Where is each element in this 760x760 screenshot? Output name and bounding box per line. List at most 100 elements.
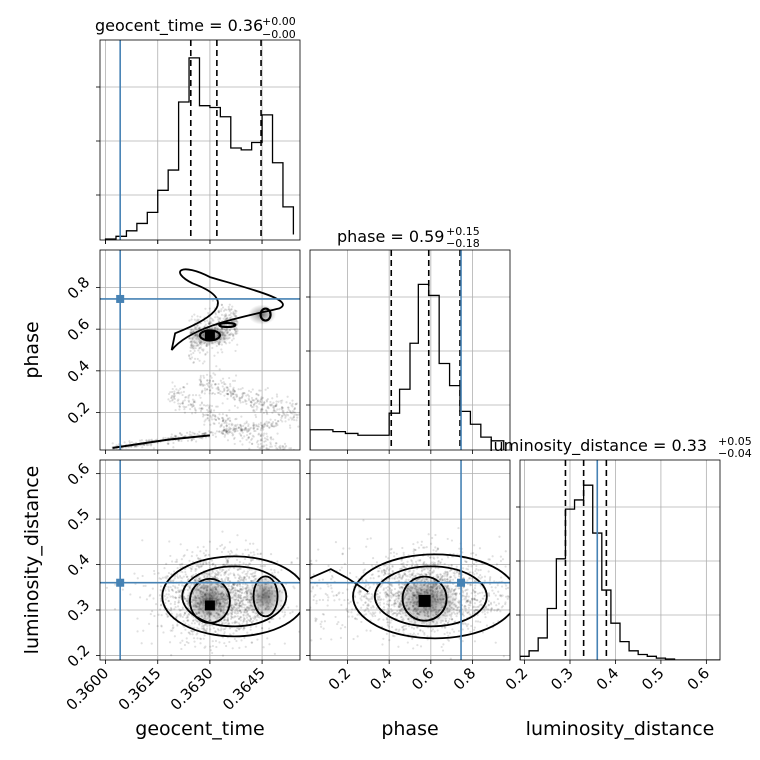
sample-point (206, 413, 209, 416)
sample-point (220, 308, 223, 311)
panel-phase-vs-luminosity-distance: 0.2 0.4 0.6 0.8 (306, 459, 511, 694)
sample-point (429, 569, 432, 572)
sample-point (252, 542, 255, 545)
sample-point (226, 417, 229, 420)
sample-point (390, 591, 393, 594)
sample-point (416, 626, 419, 629)
sample-point (247, 554, 250, 557)
sample-point (245, 616, 249, 619)
sample-point (286, 406, 290, 409)
sample-point (209, 411, 212, 414)
sample-point (471, 599, 474, 602)
sample-point (200, 436, 203, 440)
sample-point (275, 442, 278, 445)
sample-point (249, 616, 252, 620)
sample-point (225, 419, 228, 422)
sample-point (270, 404, 273, 407)
sample-point (360, 595, 363, 598)
sample-point (293, 587, 296, 590)
sample-point (204, 549, 208, 552)
sample-point (225, 318, 228, 321)
sample-point (477, 576, 480, 579)
sample-point (288, 402, 292, 405)
sample-point (248, 447, 251, 450)
sample-point (208, 573, 211, 576)
sample-point (497, 608, 500, 611)
sample-point (369, 597, 372, 601)
sample-point (219, 379, 222, 382)
sample-point (192, 400, 196, 403)
sample-point (169, 586, 172, 589)
sample-point (232, 389, 235, 392)
sample-point (382, 587, 386, 590)
sample-point (239, 426, 242, 429)
sample-point (227, 392, 230, 396)
sample-point (466, 611, 469, 614)
sample-point (429, 556, 432, 559)
sample-point (239, 423, 242, 427)
sample-point (228, 426, 231, 429)
sample-point (330, 638, 333, 641)
histogram-bar (273, 163, 283, 240)
sample-point (205, 627, 209, 630)
sample-point (479, 568, 482, 572)
sample-point (321, 598, 325, 602)
sample-point (263, 425, 266, 428)
sample-point (330, 574, 334, 577)
sample-point (385, 603, 388, 606)
sample-point (487, 604, 490, 607)
histogram-bar (439, 364, 449, 450)
sample-point (225, 413, 228, 417)
sample-point (246, 612, 249, 615)
sample-point (221, 563, 225, 566)
sample-point (193, 399, 196, 402)
sample-point (255, 393, 258, 396)
sample-point (221, 432, 224, 435)
sample-point (181, 608, 184, 611)
sample-point (232, 428, 235, 431)
sample-point (207, 385, 211, 389)
sample-point (196, 626, 199, 630)
sample-point (154, 603, 158, 606)
sample-point (238, 432, 241, 435)
sample-point (233, 610, 236, 613)
sample-point (249, 562, 252, 565)
sample-point (172, 446, 175, 449)
sample-point (204, 432, 207, 435)
sample-point (220, 431, 223, 435)
sample-point (220, 424, 223, 427)
sample-point (468, 600, 472, 603)
sample-point (202, 575, 206, 578)
sample-point (142, 629, 145, 632)
sample-point (283, 442, 287, 445)
sample-point (221, 416, 224, 420)
sample-point (178, 590, 181, 594)
sample-point (211, 569, 214, 573)
sample-point (376, 595, 379, 599)
sample-point (182, 386, 185, 389)
sample-point (171, 390, 174, 394)
title-luminosity-distance-main: luminosity_distance = 0.33 (489, 436, 707, 456)
sample-point (252, 616, 255, 619)
sample-point (258, 400, 261, 403)
sample-point (192, 346, 195, 349)
sample-point (245, 427, 248, 430)
sample-point (289, 426, 292, 429)
sample-point (281, 420, 284, 423)
sample-point (266, 412, 269, 416)
sample-point (243, 576, 246, 579)
sample-point (454, 584, 457, 588)
sample-point (219, 629, 223, 632)
sample-point (293, 414, 296, 417)
sample-point (250, 620, 253, 623)
sample-point (254, 616, 257, 619)
sample-point (225, 644, 228, 648)
sample-point (436, 573, 439, 576)
sample-point (232, 586, 235, 590)
sample-point (224, 419, 227, 423)
sample-point (243, 609, 246, 612)
sample-point (239, 424, 242, 428)
sample-point (404, 624, 407, 627)
sample-point (297, 454, 299, 456)
sample-point (235, 310, 238, 313)
